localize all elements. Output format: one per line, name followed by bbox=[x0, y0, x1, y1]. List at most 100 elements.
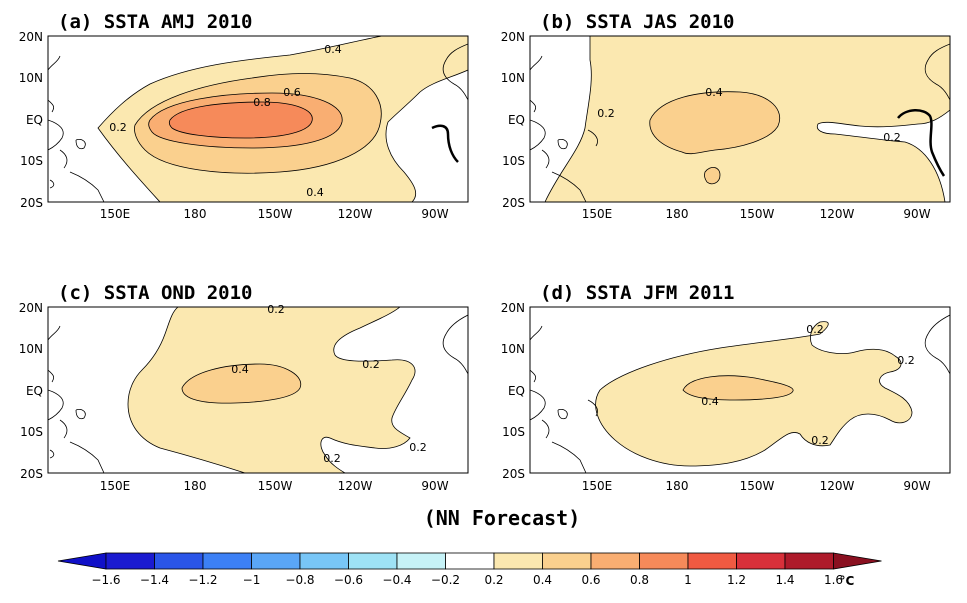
colorbar-swatch bbox=[445, 552, 495, 570]
lat-tick: 10N bbox=[19, 71, 43, 85]
colorbar-unit: °C bbox=[840, 574, 855, 588]
colorbar-swatch bbox=[396, 552, 446, 570]
panel-c: (c) SSTA OND 2010 20N 10N EQ 10S 20S 150… bbox=[19, 282, 469, 493]
colorbar: −1.6 −1.4 −1.2 −1 −0.8 −0.6 −0.4 −0.2 0.2 0.4 0.6 0… bbox=[57, 552, 882, 588]
contour-label: 0.4 bbox=[701, 395, 719, 408]
lat-tick: 20N bbox=[501, 30, 525, 44]
colorbar-label: 0.6 bbox=[581, 573, 600, 587]
lon-tick: 120W bbox=[338, 479, 373, 493]
contour-label: 0.2 bbox=[362, 358, 380, 371]
contour-label: 0.2 bbox=[267, 303, 285, 316]
lat-tick: EQ bbox=[26, 113, 43, 127]
coastline-west bbox=[530, 55, 598, 202]
lon-tick: 120W bbox=[820, 207, 855, 221]
colorbar-swatch bbox=[590, 552, 640, 570]
panel-d: (d) SSTA JFM 2011 20N 10N EQ 10S 20S 150… bbox=[501, 282, 951, 493]
lat-tick: 10N bbox=[19, 342, 43, 356]
colorbar-label: −1.6 bbox=[91, 573, 120, 587]
lon-tick: 150E bbox=[100, 207, 131, 221]
lon-tick: 180 bbox=[666, 479, 689, 493]
lat-tick: 10S bbox=[20, 154, 43, 168]
anomaly-contour-0.4 bbox=[649, 91, 780, 155]
panel-d-frame bbox=[529, 306, 951, 474]
coastline-west bbox=[48, 325, 105, 473]
colorbar-label: −0.4 bbox=[382, 573, 411, 587]
contour-label: 0.2 bbox=[883, 131, 901, 144]
lat-tick: 20S bbox=[20, 467, 43, 481]
contour-label: 0.4 bbox=[306, 186, 324, 199]
colorbar-swatch bbox=[784, 552, 834, 570]
colorbar-swatch bbox=[105, 552, 155, 570]
anomaly-contour-0.4-island bbox=[704, 167, 721, 185]
panel-c-lon-axis: 150E 180 150W 120W 90W bbox=[100, 479, 449, 493]
figure-title: (NN Forecast) bbox=[424, 506, 581, 530]
coastline-east bbox=[924, 43, 950, 101]
panel-b: (b) SSTA JAS 2010 20N 10N EQ 10S 20S 150… bbox=[501, 11, 951, 221]
anomaly-contour-0.8 bbox=[169, 101, 313, 139]
lat-tick: EQ bbox=[508, 384, 525, 398]
colorbar-swatch bbox=[251, 552, 301, 570]
lon-tick: 150W bbox=[258, 207, 293, 221]
colorbar-label: −1.4 bbox=[140, 573, 169, 587]
panel-c-contour-labels: 0.2 0.4 0.2 0.2 0.2 bbox=[231, 303, 427, 465]
panel-d-contour-labels: 0.2 0.2 0.4 0.2 bbox=[701, 323, 915, 447]
lon-tick: 150E bbox=[582, 207, 613, 221]
contour-label: 0.2 bbox=[597, 107, 615, 120]
colorbar-swatch bbox=[348, 552, 398, 570]
colorbar-label: 1.6 bbox=[824, 573, 843, 587]
panel-b-title: (b) SSTA JAS 2010 bbox=[540, 11, 734, 33]
panel-b-contour-labels: 0.4 0.2 0.2 bbox=[597, 86, 901, 144]
colorbar-swatch bbox=[687, 552, 737, 570]
colorbar-swatch bbox=[493, 552, 543, 570]
panel-b-lon-axis: 150E 180 150W 120W 90W bbox=[582, 207, 931, 221]
panel-d-lon-axis: 150E 180 150W 120W 90W bbox=[582, 479, 931, 493]
colorbar-label: 0.2 bbox=[484, 573, 503, 587]
contour-label: 0.6 bbox=[283, 86, 301, 99]
lon-tick: 150W bbox=[740, 479, 775, 493]
lon-tick: 180 bbox=[666, 207, 689, 221]
colorbar-swatch bbox=[154, 552, 204, 570]
panel-a-contour-labels: 0.4 0.6 0.8 0.2 0.4 bbox=[109, 43, 342, 199]
lat-tick: 10N bbox=[501, 71, 525, 85]
colorbar-swatch bbox=[736, 552, 786, 570]
colorbar-label: 0.8 bbox=[630, 573, 649, 587]
colorbar-swatch bbox=[202, 552, 252, 570]
colorbar-label: −0.6 bbox=[334, 573, 363, 587]
contour-label: 0.2 bbox=[897, 354, 915, 367]
lat-tick: 20N bbox=[501, 301, 525, 315]
coastline-east bbox=[924, 314, 950, 375]
colorbar-swatch bbox=[299, 552, 349, 570]
contour-label: 0.2 bbox=[806, 323, 824, 336]
lon-tick: 150W bbox=[740, 207, 775, 221]
colorbar-label: −1 bbox=[243, 573, 261, 587]
anomaly-contour-0.4 bbox=[181, 363, 302, 404]
panel-a: (a) SSTA AMJ 2010 20N 10N EQ 10S 20S 150… bbox=[19, 11, 469, 221]
colorbar-high-arrow bbox=[833, 552, 882, 570]
lat-tick: 10S bbox=[502, 425, 525, 439]
panel-c-lat-axis: 20N 10N EQ 10S 20S bbox=[19, 301, 43, 481]
contour-label: 0.2 bbox=[109, 121, 127, 134]
colorbar-low-arrow bbox=[57, 552, 107, 570]
lon-tick: 90W bbox=[903, 479, 930, 493]
coastline-east bbox=[442, 43, 468, 101]
cool-contour bbox=[431, 124, 459, 163]
colorbar-label: −0.8 bbox=[285, 573, 314, 587]
lat-tick: 20N bbox=[19, 30, 43, 44]
lon-tick: 180 bbox=[184, 479, 207, 493]
panel-b-frame bbox=[529, 35, 951, 203]
coastline-west bbox=[48, 55, 105, 202]
lat-tick: 10N bbox=[501, 342, 525, 356]
lon-tick: 150W bbox=[258, 479, 293, 493]
lon-tick: 120W bbox=[338, 207, 373, 221]
lat-tick: EQ bbox=[508, 113, 525, 127]
panel-a-lon-axis: 150E 180 150W 120W 90W bbox=[100, 207, 449, 221]
panel-c-title: (c) SSTA OND 2010 bbox=[58, 282, 252, 304]
lat-tick: 20N bbox=[19, 301, 43, 315]
contour-label: 0.4 bbox=[231, 363, 249, 376]
lon-tick: 90W bbox=[421, 207, 448, 221]
contour-label: 0.4 bbox=[705, 86, 723, 99]
colorbar-label: −0.2 bbox=[431, 573, 460, 587]
lat-tick: 10S bbox=[502, 154, 525, 168]
lon-tick: 150E bbox=[100, 479, 131, 493]
coastline-east bbox=[442, 314, 468, 375]
